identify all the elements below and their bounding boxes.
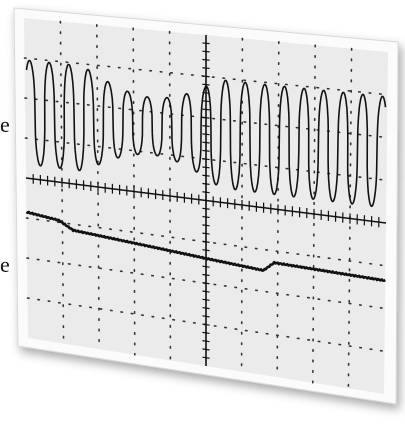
axis-tick bbox=[202, 58, 210, 61]
graticule bbox=[23, 20, 389, 390]
axis-tick bbox=[202, 83, 210, 86]
axis-tick bbox=[202, 306, 210, 310]
grid-line bbox=[132, 27, 136, 356]
grid-line bbox=[59, 20, 65, 345]
axis-tick bbox=[202, 42, 210, 45]
axis-tick bbox=[202, 224, 210, 227]
axis-tick bbox=[202, 298, 210, 301]
grid-line bbox=[96, 23, 100, 351]
axis-tick bbox=[202, 240, 210, 243]
axis-tick bbox=[202, 331, 210, 335]
axis-tick bbox=[202, 141, 210, 144]
axis-tick bbox=[202, 356, 210, 359]
axis-tick bbox=[202, 315, 210, 318]
axis-tick bbox=[202, 273, 210, 277]
grid-line bbox=[168, 30, 172, 362]
axis-tick bbox=[202, 75, 210, 78]
axis-tick bbox=[202, 340, 210, 343]
axis-tick bbox=[202, 116, 210, 119]
grid-line bbox=[23, 57, 389, 96]
axis-tick bbox=[202, 249, 210, 252]
axis-tick bbox=[202, 158, 210, 161]
axis-tick bbox=[202, 215, 210, 219]
axis-tick bbox=[202, 174, 210, 177]
axis-tick bbox=[202, 182, 210, 185]
axis-tick bbox=[202, 323, 210, 326]
axis-tick bbox=[202, 199, 210, 202]
side-label: e bbox=[0, 252, 10, 277]
axis-tick bbox=[202, 108, 210, 111]
traces bbox=[25, 59, 387, 282]
axis-tick bbox=[202, 265, 210, 268]
side-label: e bbox=[0, 112, 10, 137]
axis-tick bbox=[202, 50, 210, 53]
axis-tick bbox=[202, 149, 210, 152]
axis-tick bbox=[202, 125, 210, 128]
axis-tick bbox=[202, 191, 210, 194]
level-trace bbox=[25, 210, 386, 282]
axis-tick bbox=[202, 348, 210, 351]
axis-tick bbox=[202, 67, 210, 70]
axis-tick bbox=[202, 166, 210, 169]
axis-tick bbox=[202, 290, 210, 293]
axis-tick bbox=[202, 282, 210, 285]
axis-tick bbox=[202, 232, 210, 235]
axis-tick bbox=[202, 133, 210, 136]
axis-tick bbox=[202, 207, 210, 210]
axis-tick bbox=[202, 100, 210, 103]
waveform-trace bbox=[25, 59, 387, 208]
